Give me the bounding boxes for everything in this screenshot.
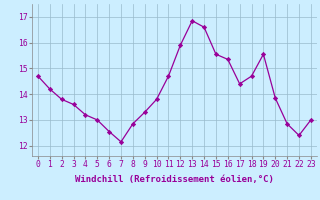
X-axis label: Windchill (Refroidissement éolien,°C): Windchill (Refroidissement éolien,°C) [75, 175, 274, 184]
